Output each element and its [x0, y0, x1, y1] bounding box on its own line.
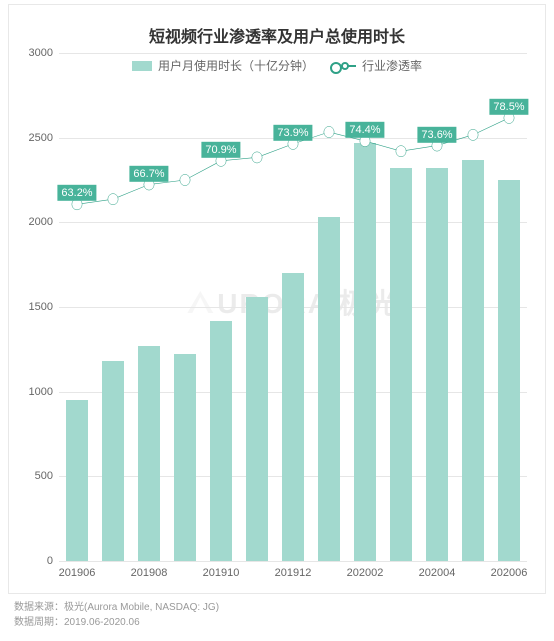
x-axis-label: 201912 [275, 567, 312, 579]
x-axis-label: 201906 [59, 567, 96, 579]
gridline [59, 561, 527, 562]
x-axis-label: 201908 [131, 567, 168, 579]
y-axis-label: 0 [15, 555, 53, 567]
x-axis-label: 201910 [203, 567, 240, 579]
y-axis-label: 2500 [15, 132, 53, 144]
plot-area: URORA 极光 0500100015002000250030002019062… [59, 53, 527, 561]
chart-card: 短视频行业渗透率及用户总使用时长 用户月使用时长（十亿分钟） 行业渗透率 URO… [8, 4, 546, 594]
y-axis-label: 1000 [15, 386, 53, 398]
x-axis-label: 202004 [419, 567, 456, 579]
footer-source: 数据来源：极光(Aurora Mobile, NASDAQ: JG) [14, 600, 554, 615]
y-axis-label: 1500 [15, 301, 53, 313]
chart-footer: 数据来源：极光(Aurora Mobile, NASDAQ: JG) 数据周期：… [0, 594, 554, 630]
footer-period: 数据周期：2019.06-2020.06 [14, 615, 554, 630]
line-value-badge: 78.5% [489, 99, 528, 115]
line-value-badge: 66.7% [129, 165, 168, 181]
y-axis-label: 500 [15, 470, 53, 482]
line-value-badge: 73.6% [417, 126, 456, 142]
line-value-badge: 73.9% [273, 125, 312, 141]
line-value-badge: 74.4% [345, 122, 384, 138]
line-value-badge: 63.2% [57, 185, 96, 201]
x-axis-label: 202002 [347, 567, 384, 579]
y-axis-label: 3000 [15, 47, 53, 59]
line-value-badge: 70.9% [201, 142, 240, 158]
x-axis-label: 202006 [491, 567, 528, 579]
y-axis-label: 2000 [15, 216, 53, 228]
chart-title: 短视频行业渗透率及用户总使用时长 [9, 5, 545, 57]
